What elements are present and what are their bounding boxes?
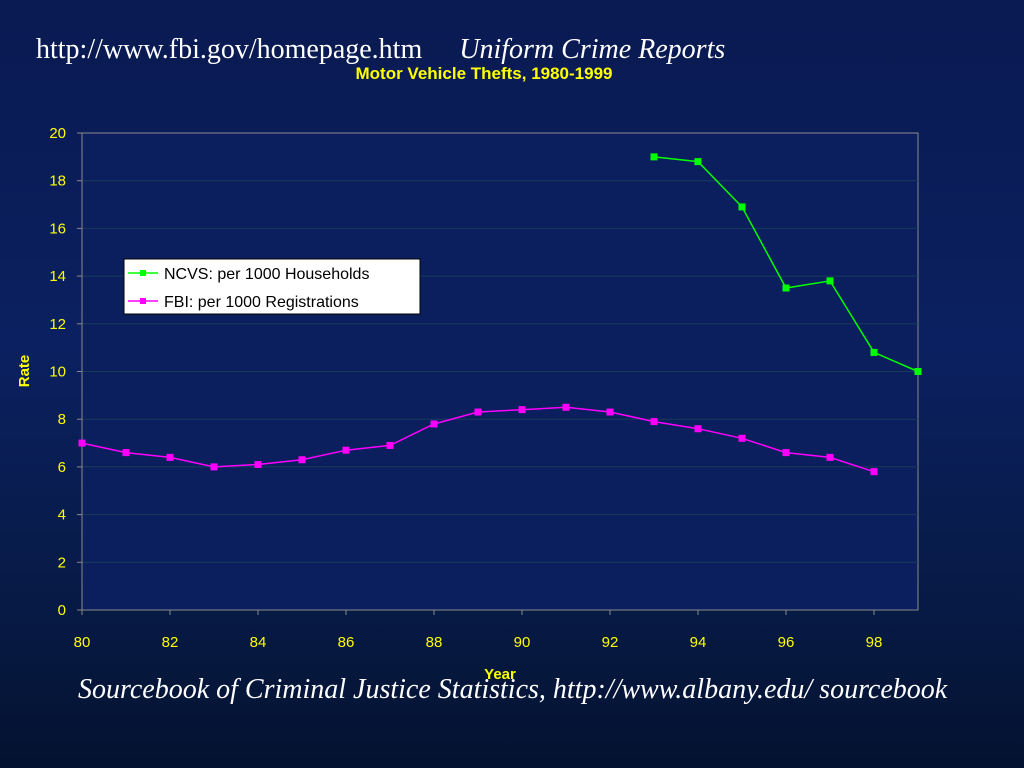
legend-label-fbi: FBI: per 1000 Registrations xyxy=(164,294,359,311)
data-point-fbi xyxy=(562,403,570,411)
data-point-ncvs xyxy=(870,348,878,356)
data-point-fbi xyxy=(870,468,878,476)
data-point-fbi xyxy=(386,441,394,449)
x-tick-label: 80 xyxy=(74,634,91,651)
x-tick-label: 90 xyxy=(514,634,531,651)
series-layer xyxy=(78,153,922,476)
legend: NCVS: per 1000 Households FBI: per 1000 … xyxy=(123,258,421,315)
x-tick-label: 82 xyxy=(162,634,179,651)
y-tick-label: 6 xyxy=(58,459,66,476)
data-point-fbi xyxy=(166,453,174,461)
y-axis-ticks: 0 2 4 6 8 10 12 14 16 18 20 xyxy=(49,125,82,619)
data-point-fbi xyxy=(650,418,658,426)
source-header: http://www.fbi.gov/homepage.htm Uniform … xyxy=(36,34,725,66)
y-tick-label: 12 xyxy=(49,316,66,333)
data-point-fbi xyxy=(78,439,86,447)
data-point-ncvs xyxy=(738,203,746,211)
data-point-fbi xyxy=(430,420,438,428)
y-tick-label: 18 xyxy=(49,173,66,190)
y-tick-label: 20 xyxy=(49,125,66,142)
data-point-fbi xyxy=(606,408,614,416)
data-point-fbi xyxy=(298,456,306,464)
grid-lines xyxy=(82,180,918,563)
y-tick-label: 4 xyxy=(58,507,66,524)
data-point-fbi xyxy=(474,408,482,416)
legend-marker-fbi xyxy=(140,298,146,304)
y-tick-label: 16 xyxy=(49,220,66,237)
x-tick-label: 98 xyxy=(866,634,883,651)
chart-title: Motor Vehicle Thefts, 1980-1999 xyxy=(356,64,613,83)
x-tick-label: 92 xyxy=(602,634,619,651)
legend-box xyxy=(123,258,421,315)
x-tick-label: 88 xyxy=(426,634,443,651)
data-point-fbi xyxy=(782,449,790,457)
data-point-ncvs xyxy=(826,277,834,285)
source-title: Uniform Crime Reports xyxy=(459,34,726,65)
data-point-ncvs xyxy=(782,284,790,292)
data-point-fbi xyxy=(254,461,262,469)
data-point-ncvs xyxy=(650,153,658,161)
data-point-ncvs xyxy=(694,158,702,166)
footer-citation: Sourcebook of Criminal Justice Statistic… xyxy=(78,674,948,705)
data-point-fbi xyxy=(122,449,130,457)
data-point-ncvs xyxy=(914,368,922,375)
x-tick-label: 94 xyxy=(690,634,707,651)
data-point-fbi xyxy=(826,453,834,461)
y-axis-label: Rate xyxy=(16,355,33,388)
x-axis-ticks: 80 82 84 86 88 90 92 94 96 98 xyxy=(74,610,883,651)
data-point-fbi xyxy=(738,434,746,442)
legend-marker-ncvs xyxy=(140,270,146,276)
x-tick-label: 96 xyxy=(778,634,795,651)
x-tick-label: 86 xyxy=(338,634,355,651)
y-tick-label: 8 xyxy=(58,411,66,428)
y-tick-label: 2 xyxy=(58,554,66,571)
legend-label-ncvs: NCVS: per 1000 Households xyxy=(164,266,369,283)
y-tick-label: 14 xyxy=(49,268,66,285)
data-point-fbi xyxy=(694,425,702,433)
data-point-fbi xyxy=(210,463,218,471)
x-tick-label: 84 xyxy=(250,634,267,651)
y-tick-label: 0 xyxy=(58,602,66,619)
data-point-fbi xyxy=(342,446,350,454)
x-axis-label: Year xyxy=(484,666,516,683)
data-point-fbi xyxy=(518,406,526,414)
y-tick-label: 10 xyxy=(49,364,66,381)
source-url[interactable]: http://www.fbi.gov/homepage.htm xyxy=(36,34,423,65)
